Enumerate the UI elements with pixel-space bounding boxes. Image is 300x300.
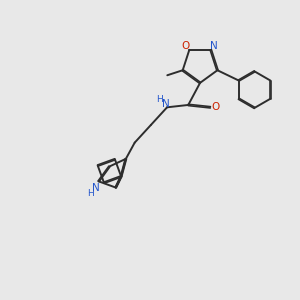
Text: H: H [156,94,163,103]
Text: N: N [92,183,100,193]
Text: N: N [162,99,170,109]
Text: N: N [210,41,218,51]
Text: O: O [182,41,190,51]
Text: H: H [87,189,94,198]
Text: O: O [211,102,219,112]
